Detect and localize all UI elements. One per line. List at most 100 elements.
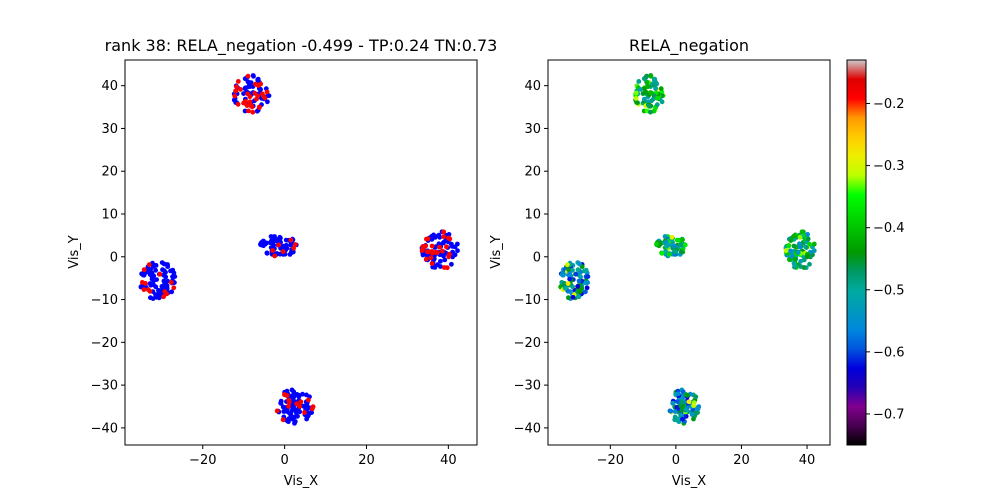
left-scatter-point bbox=[149, 270, 155, 276]
left-scatter-point bbox=[446, 232, 452, 237]
right-scatter-point bbox=[695, 406, 701, 412]
left-scatter-point bbox=[268, 234, 274, 239]
left-x-axis: −20 0 20 40 bbox=[189, 445, 457, 468]
right-y-tick-label: 30 bbox=[524, 122, 541, 137]
left-scatter-point bbox=[169, 289, 175, 295]
right-scatter-point bbox=[566, 295, 571, 301]
left-scatter-point bbox=[455, 241, 460, 247]
right-scatter-point bbox=[576, 294, 581, 299]
right-scatter-point bbox=[565, 288, 571, 294]
left-scatter-point bbox=[438, 264, 443, 269]
right-scatter-point bbox=[797, 234, 803, 240]
right-y-tick-label: −40 bbox=[514, 421, 541, 436]
left-scatter-point bbox=[265, 99, 270, 105]
left-scatter-point bbox=[160, 267, 165, 273]
left-points-group bbox=[138, 73, 460, 426]
left-scatter-point bbox=[235, 79, 241, 84]
right-scatter-point bbox=[648, 73, 654, 79]
left-scatter-point bbox=[141, 272, 147, 278]
left-scatter-point bbox=[143, 281, 148, 286]
right-scatter-point bbox=[585, 274, 591, 279]
right-scatter-point bbox=[583, 267, 589, 273]
right-scatter-point bbox=[795, 250, 801, 255]
left-y-axis-label: Vis_Y bbox=[67, 235, 82, 268]
right-scatter-point bbox=[652, 76, 658, 82]
right-scatter-point bbox=[664, 244, 669, 250]
left-scatter-point bbox=[246, 80, 252, 85]
left-scatter-point bbox=[441, 234, 446, 240]
right-scatter-point bbox=[804, 254, 810, 260]
right-scatter-point bbox=[679, 407, 685, 413]
right-scatter-point bbox=[561, 281, 567, 286]
right-axes-frame bbox=[547, 59, 831, 446]
left-scatter-point bbox=[437, 234, 443, 240]
left-y-tick-label: −10 bbox=[91, 293, 118, 308]
right-scatter-point bbox=[645, 84, 651, 89]
left-scatter-point bbox=[286, 403, 291, 409]
right-scatter-point bbox=[675, 399, 680, 404]
right-scatter-point bbox=[680, 416, 685, 422]
left-x-tick-label: 40 bbox=[440, 453, 457, 468]
left-scatter-point bbox=[290, 416, 296, 422]
left-y-tick-label: −40 bbox=[91, 421, 118, 436]
right-scatter-point bbox=[577, 261, 582, 267]
left-scatter-point bbox=[148, 267, 154, 272]
left-scatter-point bbox=[235, 101, 241, 107]
left-scatter-point bbox=[446, 254, 452, 260]
left-scatter-point bbox=[247, 84, 253, 89]
right-scatter-point bbox=[565, 262, 570, 268]
left-scatter-point bbox=[141, 267, 147, 273]
right-scatter-point bbox=[565, 281, 571, 286]
left-scatter-panel: rank 38: RELA_negation -0.499 - TP:0.24 … bbox=[67, 36, 497, 489]
left-y-tick-label: 10 bbox=[101, 208, 118, 223]
right-scatter-point bbox=[573, 271, 579, 277]
left-scatter-point bbox=[306, 397, 311, 403]
right-scatter-point bbox=[575, 267, 581, 273]
right-scatter-point bbox=[693, 394, 699, 400]
right-y-tick-label: 0 bbox=[533, 250, 541, 265]
right-scatter-point bbox=[567, 276, 573, 282]
left-scatter-point bbox=[280, 243, 286, 249]
right-scatter-point bbox=[666, 252, 672, 257]
right-scatter-point bbox=[689, 412, 695, 418]
right-scatter-point bbox=[658, 86, 664, 92]
left-scatter-point bbox=[251, 73, 256, 79]
left-y-axis: −40 −30 −20 −10 0 10 20 30 40 bbox=[91, 79, 125, 436]
right-x-tick-label: 0 bbox=[672, 453, 680, 468]
left-scatter-point bbox=[296, 392, 302, 398]
left-scatter-point bbox=[264, 240, 269, 246]
left-scatter-point bbox=[255, 93, 260, 99]
right-x-axis: −20 0 20 40 bbox=[597, 445, 815, 468]
right-scatter-point bbox=[684, 392, 690, 398]
left-y-tick-label: 0 bbox=[110, 250, 118, 265]
right-scatter-point bbox=[786, 243, 792, 248]
left-scatter-point bbox=[170, 267, 176, 273]
right-scatter-point bbox=[691, 403, 697, 408]
right-scatter-point bbox=[638, 87, 643, 92]
left-scatter-point bbox=[444, 244, 449, 250]
right-scatter-point bbox=[576, 278, 582, 284]
right-scatter-panel: RELA_negation −20 0 20 40 −40 −30 −20 −10 0 10 20… bbox=[489, 36, 831, 489]
right-scatter-point bbox=[655, 95, 660, 101]
right-scatter-point bbox=[680, 237, 685, 243]
left-scatter-point bbox=[147, 281, 153, 286]
left-axes-frame bbox=[124, 59, 478, 446]
left-scatter-point bbox=[291, 245, 296, 251]
left-scatter-point bbox=[238, 87, 243, 92]
left-scatter-point bbox=[161, 294, 167, 300]
right-scatter-point bbox=[570, 284, 575, 290]
right-scatter-point bbox=[787, 257, 792, 263]
right-scatter-point bbox=[683, 407, 689, 413]
right-scatter-point bbox=[653, 86, 658, 91]
left-scatter-point bbox=[280, 417, 286, 423]
left-scatter-point bbox=[429, 261, 435, 266]
right-x-tick-label: 20 bbox=[733, 453, 750, 468]
left-x-tick-label: −20 bbox=[189, 453, 216, 468]
left-scatter-point bbox=[304, 403, 310, 408]
left-scatter-point bbox=[442, 265, 447, 270]
right-scatter-point bbox=[672, 243, 678, 249]
right-scatter-point bbox=[648, 109, 653, 115]
right-scatter-point bbox=[643, 74, 649, 80]
right-scatter-point bbox=[584, 285, 590, 291]
right-scatter-point bbox=[791, 234, 796, 239]
